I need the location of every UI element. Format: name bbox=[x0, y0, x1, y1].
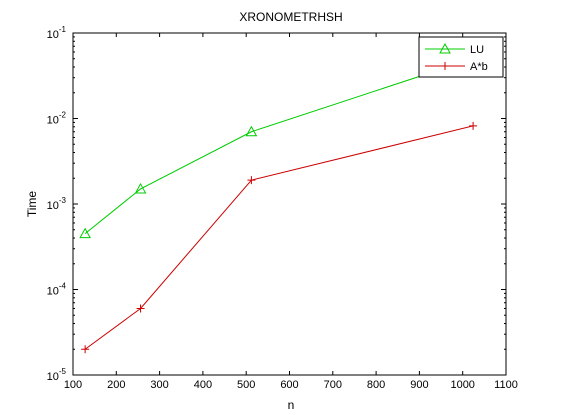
legend-marker-a-b bbox=[441, 62, 449, 70]
y-tick-label: 10-1 bbox=[47, 25, 67, 41]
legend: LU A*b bbox=[418, 36, 504, 78]
legend-label-a-b: A*b bbox=[470, 61, 488, 73]
legend-label-lu: LU bbox=[470, 44, 484, 56]
y-tick-label: 10-5 bbox=[47, 367, 67, 383]
legend-marker-lu bbox=[439, 42, 451, 54]
x-tick-label: 800 bbox=[367, 379, 385, 391]
x-axis-label: n bbox=[288, 398, 295, 412]
x-tick-label: 300 bbox=[150, 379, 168, 391]
data-point-lu bbox=[245, 125, 258, 137]
x-tick-label: 200 bbox=[107, 379, 125, 391]
data-point-a-b bbox=[247, 176, 256, 185]
x-tick-label: 900 bbox=[410, 379, 428, 391]
legend-box bbox=[418, 36, 504, 78]
series-line-lu bbox=[84, 58, 474, 235]
series-line-a-b bbox=[84, 125, 474, 350]
x-tick-label: 100 bbox=[64, 379, 82, 391]
plot-area: 100 200 300 400 500 600 700 800 900 1000 1100 10-5 1… bbox=[47, 25, 518, 391]
data-point-a-b bbox=[469, 121, 478, 130]
data-point-lu bbox=[79, 227, 91, 239]
data-point-a-b bbox=[136, 304, 145, 313]
x-tick-label: 1100 bbox=[494, 379, 518, 391]
x-tick-label: 400 bbox=[194, 379, 212, 391]
axes-box bbox=[72, 32, 507, 376]
y-axis-label: Time bbox=[25, 191, 39, 218]
data-point-a-b bbox=[81, 345, 90, 354]
y-tick-label: 10-3 bbox=[47, 196, 67, 212]
x-tick-label: 700 bbox=[324, 379, 342, 391]
x-tick-label: 1000 bbox=[450, 379, 474, 391]
y-tick-label: 10-4 bbox=[47, 282, 67, 298]
x-tick-label: 500 bbox=[237, 379, 255, 391]
x-tick-label: 600 bbox=[280, 379, 298, 391]
chart-title: XRONOMETRHSH bbox=[239, 10, 342, 24]
data-point-lu bbox=[134, 182, 147, 194]
y-tick-label: 10-2 bbox=[47, 111, 67, 127]
